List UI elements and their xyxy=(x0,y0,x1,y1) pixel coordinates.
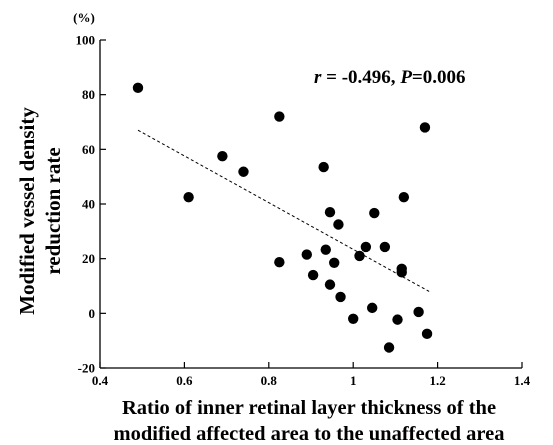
data-point xyxy=(421,328,433,340)
regression-line xyxy=(137,129,430,292)
data-point xyxy=(419,122,431,133)
data-point xyxy=(132,82,144,94)
data-points xyxy=(132,82,433,353)
r-value: = -0.496, xyxy=(321,67,400,88)
data-point xyxy=(324,207,336,218)
data-point xyxy=(274,111,285,122)
y-ticks: -20 0 20 40 60 80 100 xyxy=(76,33,106,376)
data-point xyxy=(398,191,410,203)
data-point xyxy=(217,150,228,162)
y-tick-label: 0 xyxy=(89,306,96,321)
data-point xyxy=(366,302,378,314)
y-tick-label: 100 xyxy=(76,33,96,48)
y-unit-label: (%) xyxy=(73,10,95,25)
x-tick-label: 0.8 xyxy=(261,373,278,388)
p-symbol: P xyxy=(399,67,412,88)
x-tick-label: 0.4 xyxy=(92,373,109,388)
data-point xyxy=(333,219,344,230)
data-point xyxy=(396,267,407,278)
y-tick-label: 40 xyxy=(82,197,95,212)
x-axis-title-line-2: modified affected area to the unaffected… xyxy=(114,423,505,445)
data-point xyxy=(392,314,403,325)
y-tick-label: 20 xyxy=(82,251,95,266)
x-axis-title-line-1: Ratio of inner retinal layer thickness o… xyxy=(122,397,496,419)
axes xyxy=(99,40,522,369)
y-tick-label: 60 xyxy=(82,142,95,157)
x-tick-label: 1 xyxy=(350,373,357,388)
data-point xyxy=(383,342,395,353)
data-point xyxy=(238,166,249,177)
x-tick-label: 1.2 xyxy=(429,373,445,388)
data-point xyxy=(379,241,391,253)
data-point xyxy=(348,313,359,324)
data-point xyxy=(335,291,346,303)
data-point xyxy=(369,207,380,219)
y-tick-label: 80 xyxy=(82,87,95,102)
y-axis-title-line-1: Modified vessel density xyxy=(15,107,39,315)
data-point xyxy=(329,257,340,268)
data-point xyxy=(301,249,312,260)
y-tick-label: -20 xyxy=(78,361,95,376)
data-point xyxy=(183,191,194,203)
data-point xyxy=(274,257,285,268)
x-tick-label: 1.4 xyxy=(514,373,531,388)
data-point xyxy=(320,244,331,255)
data-point xyxy=(307,269,319,281)
y-axis-title: Modified vessel density reduction rate xyxy=(15,107,65,315)
data-point xyxy=(324,279,336,290)
data-point xyxy=(354,250,365,262)
correlation-annotation: r = -0.496, P=0.006 xyxy=(314,67,466,88)
x-ticks: 0.4 0.6 0.8 1 1.2 1.4 xyxy=(92,362,531,388)
data-point xyxy=(318,161,329,173)
r-symbol: r xyxy=(314,67,322,88)
data-point xyxy=(360,241,372,253)
data-point xyxy=(413,306,424,318)
x-tick-label: 0.6 xyxy=(176,373,193,388)
p-value: =0.006 xyxy=(412,67,466,88)
y-axis-title-line-2: reduction rate xyxy=(41,147,65,274)
